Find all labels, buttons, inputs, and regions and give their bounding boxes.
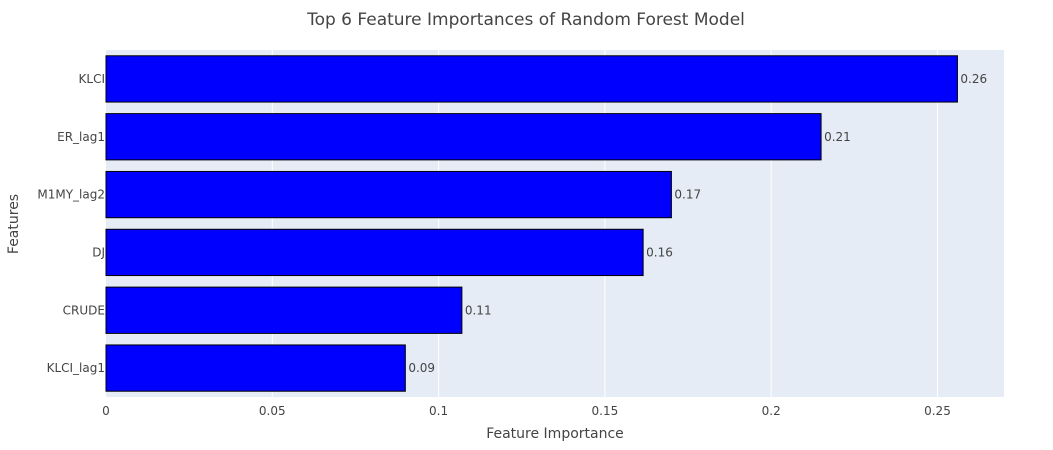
data-label: 0.09	[408, 361, 435, 375]
data-label: 0.26	[960, 72, 987, 86]
data-label: 0.11	[465, 303, 492, 317]
bar-dj	[105, 228, 644, 277]
data-label: 0.21	[824, 130, 851, 144]
x-tick-label: 0.1	[429, 404, 448, 418]
bar-crude	[105, 286, 463, 334]
bar-klci	[105, 55, 958, 103]
bar-er-lag1	[105, 113, 822, 161]
plot-area	[106, 50, 1004, 397]
y-tick-label: M1MY_lag2	[37, 188, 105, 202]
x-tick-label: 0.2	[762, 404, 781, 418]
y-axis-ticks: KLCI ER_lag1 M1MY_lag2 DJ CRUDE KLCI_lag1	[37, 72, 105, 375]
y-tick-label: ER_lag1	[57, 130, 105, 144]
bars	[105, 55, 958, 392]
x-tick-label: 0.05	[259, 404, 286, 418]
x-axis-title: Feature Importance	[486, 426, 624, 442]
bar-klci-lag1	[105, 344, 406, 392]
x-tick-label: 0	[102, 404, 110, 418]
y-tick-label: KLCI	[79, 72, 105, 86]
data-label: 0.16	[646, 245, 673, 259]
chart-title: Top 6 Feature Importances of Random Fore…	[306, 10, 745, 30]
bar-m1my-lag2	[105, 170, 672, 219]
y-tick-label: DJ	[92, 245, 105, 259]
y-tick-label: CRUDE	[63, 303, 105, 317]
data-labels: 0.26 0.21 0.17 0.16 0.11 0.09	[408, 72, 987, 375]
x-tick-label: 0.15	[592, 404, 619, 418]
y-axis-title: Features	[6, 194, 22, 254]
data-label: 0.17	[674, 188, 701, 202]
x-axis-ticks: 0 0.05 0.1 0.15 0.2 0.25	[102, 404, 951, 418]
grid-lines	[271, 50, 938, 397]
x-tick-label: 0.25	[924, 404, 951, 418]
y-tick-label: KLCI_lag1	[47, 361, 105, 375]
